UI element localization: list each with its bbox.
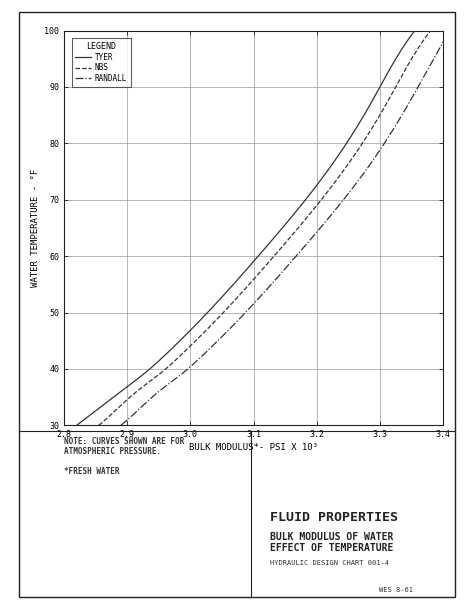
X-axis label: BULK MODULUS*- PSI X 10³: BULK MODULUS*- PSI X 10³ [189, 443, 318, 452]
Text: *FRESH WATER: *FRESH WATER [64, 468, 119, 476]
Text: NOTE: CURVES SHOWN ARE FOR: NOTE: CURVES SHOWN ARE FOR [64, 437, 184, 446]
Y-axis label: WATER TEMPERATURE - °F: WATER TEMPERATURE - °F [31, 169, 40, 287]
Text: EFFECT OF TEMPERATURE: EFFECT OF TEMPERATURE [270, 543, 393, 553]
Text: BULK MODULUS OF WATER: BULK MODULUS OF WATER [270, 532, 393, 542]
Text: FLUID PROPERTIES: FLUID PROPERTIES [270, 512, 398, 524]
Text: ATMOSPHERIC PRESSURE.: ATMOSPHERIC PRESSURE. [64, 447, 161, 456]
Legend: TYER, NBS, RANDALL: TYER, NBS, RANDALL [72, 39, 131, 86]
Text: HYDRAULIC DESIGN CHART 001-4: HYDRAULIC DESIGN CHART 001-4 [270, 560, 389, 566]
Text: WES 8-61: WES 8-61 [379, 588, 413, 594]
